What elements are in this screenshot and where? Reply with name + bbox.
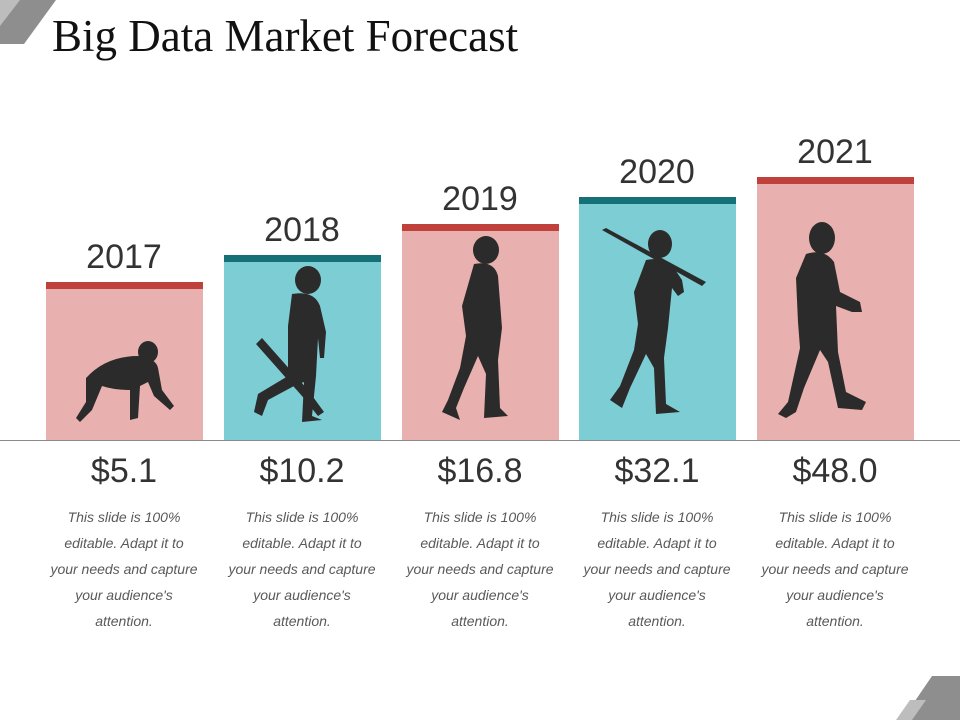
value-label-2018: $10.2	[259, 452, 345, 490]
description-2018: This slide is 100% editable. Adapt it to…	[228, 509, 376, 629]
year-label-2020: 2020	[619, 153, 695, 191]
year-label-2019: 2019	[442, 180, 518, 218]
description-2019: This slide is 100% editable. Adapt it to…	[406, 509, 554, 629]
ape-with-stick-icon	[248, 266, 348, 426]
value-label-2020: $32.1	[614, 452, 700, 490]
description-2021: This slide is 100% editable. Adapt it to…	[761, 509, 909, 629]
description-2017: This slide is 100% editable. Adapt it to…	[50, 509, 198, 629]
year-label-2017: 2017	[86, 238, 162, 276]
value-label-2021: $48.0	[792, 452, 878, 490]
year-label-2021: 2021	[797, 133, 873, 171]
crawling-ape-icon	[66, 338, 186, 428]
corner-decoration-bottom-right	[896, 674, 960, 725]
bar-cap-2020	[579, 197, 736, 204]
modern-human-icon	[770, 222, 890, 432]
value-label-2017: $5.1	[90, 452, 158, 490]
bar-cap-2017	[46, 282, 203, 289]
bar-cap-2018	[224, 255, 381, 262]
human-with-spear-icon	[602, 228, 712, 428]
value-label-2019: $16.8	[437, 452, 523, 490]
description-2020: This slide is 100% editable. Adapt it to…	[583, 509, 731, 629]
early-human-icon	[436, 236, 526, 426]
slide-title: Big Data Market Forecast	[52, 11, 519, 61]
chart-baseline	[0, 440, 960, 441]
bar-cap-2019	[402, 224, 559, 231]
corner-decoration-top-left	[0, 0, 60, 51]
year-label-2018: 2018	[264, 211, 340, 249]
bar-cap-2021	[757, 177, 914, 184]
